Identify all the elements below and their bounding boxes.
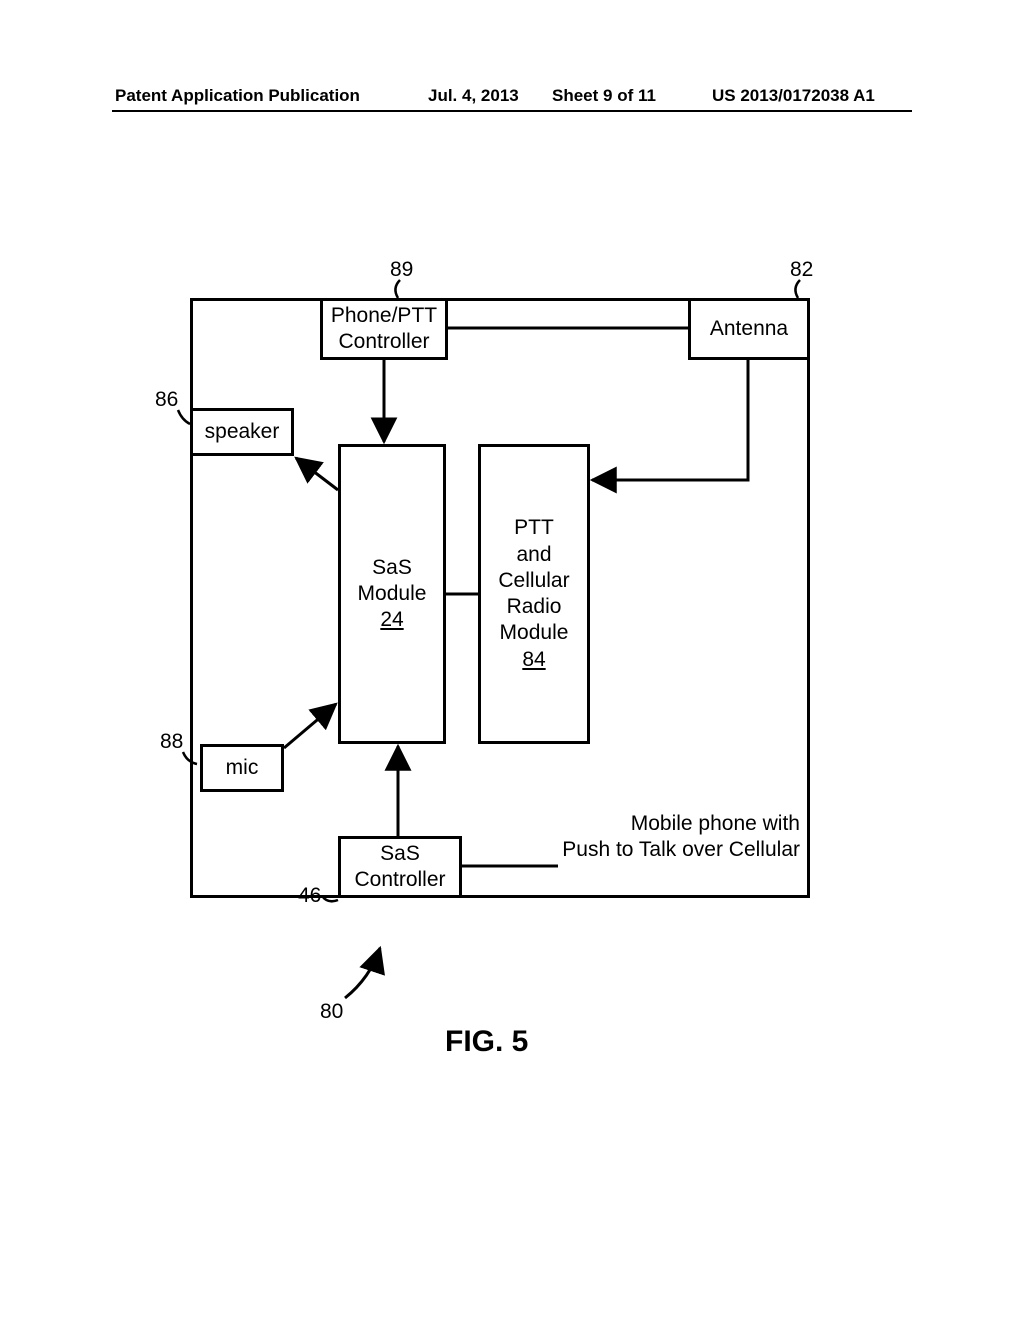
box-line: Antenna <box>710 316 788 342</box>
box-line: mic <box>226 755 259 781</box>
ref-82: 82 <box>790 258 813 282</box>
box-line: SaS <box>372 555 412 581</box>
box-sas-module: SaS Module 24 <box>338 444 446 744</box>
box-phone-ptt-controller: Phone/PTT Controller <box>320 298 448 360</box>
header-date: Jul. 4, 2013 <box>428 86 519 106</box>
box-line: Radio <box>507 594 562 620</box>
box-line: speaker <box>205 419 280 445</box>
box-ptt-radio-module: PTT and Cellular Radio Module 84 <box>478 444 590 744</box>
box-line: Module <box>500 620 569 646</box>
box-antenna: Antenna <box>688 298 810 360</box>
ref-46: 46 <box>298 884 321 908</box>
box-ref-num: 84 <box>522 647 545 673</box>
box-line: Module <box>358 581 427 607</box>
ref-80: 80 <box>320 1000 343 1024</box>
enclosure-caption-1: Mobile phone with <box>570 812 800 836</box>
ref-89: 89 <box>390 258 413 282</box>
box-line: Phone/PTT <box>331 303 437 329</box>
ref-88: 88 <box>160 730 183 754</box>
enclosure-caption-2: Push to Talk over Cellular <box>550 838 800 862</box>
figure-label: FIG. 5 <box>445 1025 528 1059</box>
box-mic: mic <box>200 744 284 792</box>
box-line: Cellular <box>498 568 569 594</box>
ref-86: 86 <box>155 388 178 412</box>
box-line: and <box>516 542 551 568</box>
box-line: Controller <box>354 867 445 893</box>
box-line: PTT <box>514 515 554 541</box>
header-rule <box>112 110 912 112</box>
header-pubno: US 2013/0172038 A1 <box>712 86 875 106</box>
header-publication: Patent Application Publication <box>115 86 360 106</box>
header-sheet: Sheet 9 of 11 <box>552 86 656 106</box>
box-line: SaS <box>380 841 420 867</box>
box-line: Controller <box>338 329 429 355</box>
page: Patent Application Publication Jul. 4, 2… <box>0 0 1024 1320</box>
box-ref-num: 24 <box>380 607 403 633</box>
box-speaker: speaker <box>190 408 294 456</box>
box-sas-controller: SaS Controller <box>338 836 462 898</box>
